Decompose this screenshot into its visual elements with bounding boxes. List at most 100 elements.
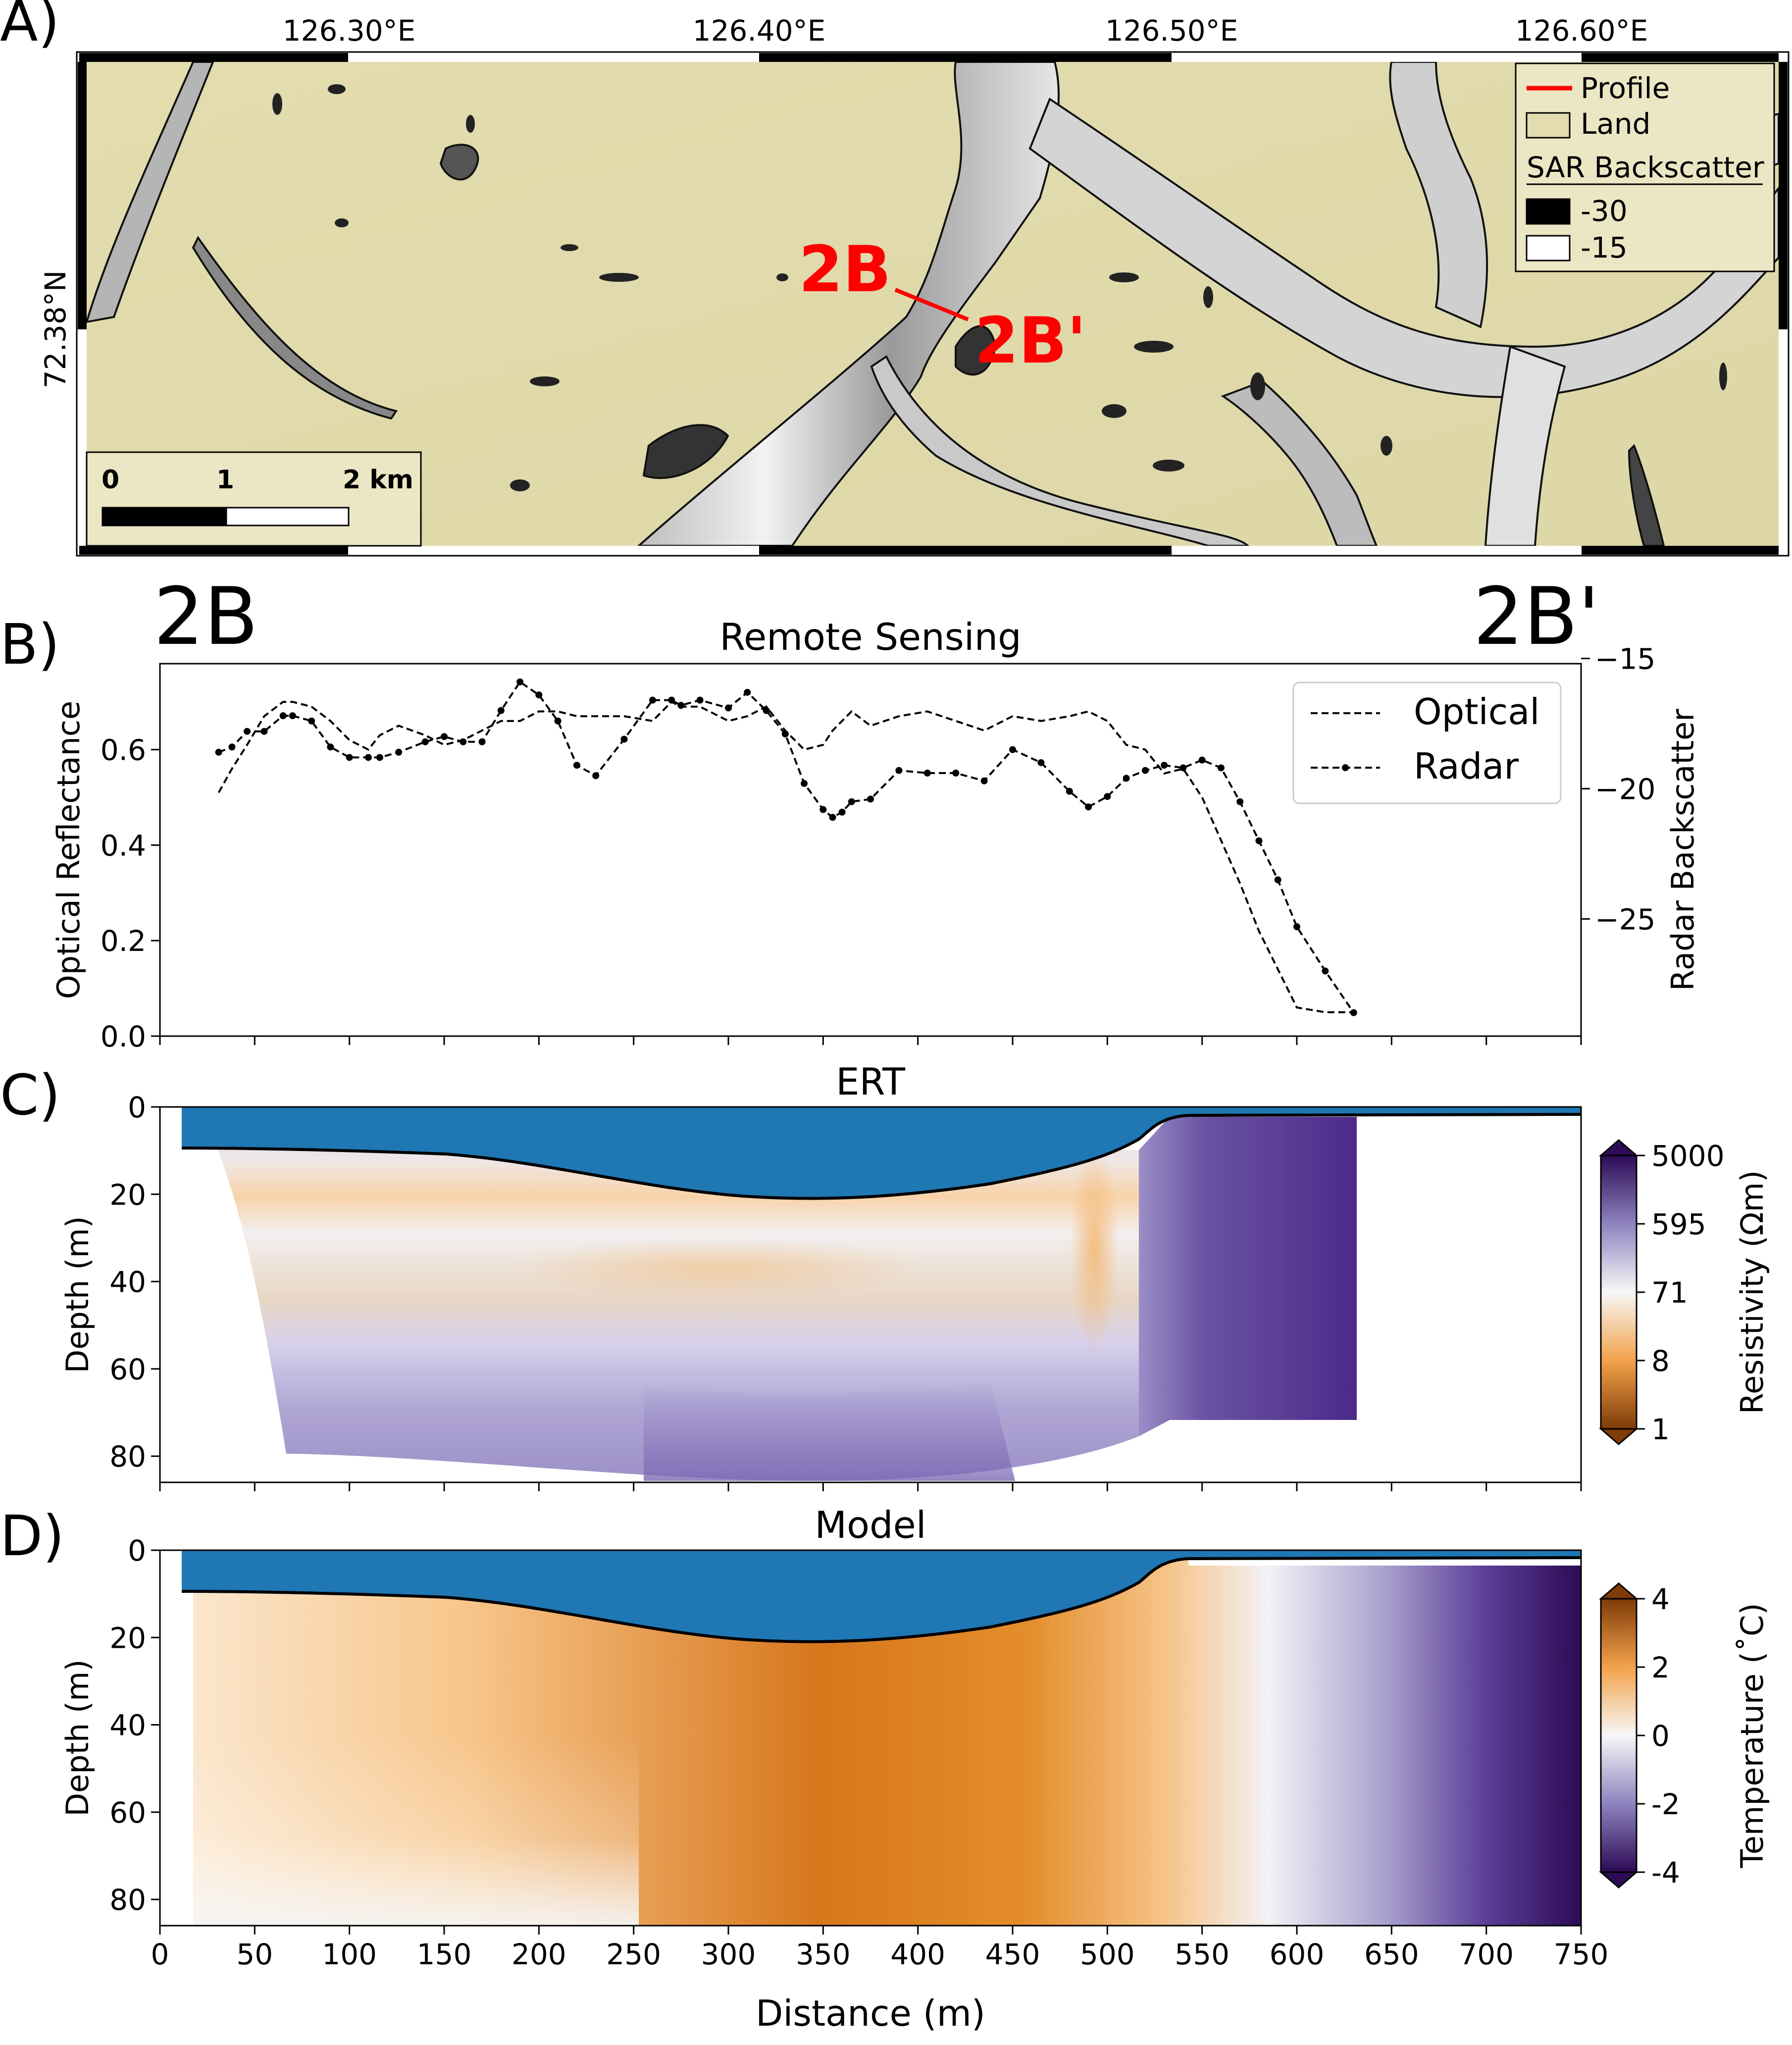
colorbar-tick-label: 5000 [1651, 1139, 1725, 1173]
legend-radar-label: Radar [1414, 745, 1519, 787]
panel-c-label: C) [0, 1063, 60, 1128]
colorbar-tick-label: 8 [1651, 1344, 1670, 1378]
distance-tick-label: 0 [151, 1938, 169, 1971]
endpoint-start-label: 2B [154, 570, 258, 663]
distance-tick-label: 150 [417, 1938, 472, 1971]
series-radar-point [923, 769, 931, 777]
colorbar-tick-label: 4 [1651, 1582, 1670, 1616]
chart-b-title: Remote Sensing [719, 615, 1022, 659]
small-lakes [272, 84, 1727, 491]
ert-frozen-zone [1139, 1117, 1357, 1436]
series-radar-point [848, 798, 855, 805]
series-radar-point [592, 772, 600, 780]
chart-c-axes [159, 1106, 1582, 1483]
series-radar-point [260, 728, 268, 735]
panel-d-label: D) [0, 1504, 64, 1569]
model-colorbar-ticks: 4 2 0 -2 -4 [1637, 1582, 1680, 1889]
series-radar-point [1037, 759, 1045, 766]
depth-tick-label: 20 [109, 1621, 146, 1655]
legend-radar-marker [1342, 764, 1349, 771]
series-radar-point [1161, 762, 1168, 769]
scalebar-label-0: 0 [102, 465, 119, 495]
legend-land-swatch [1526, 112, 1571, 139]
distance-tick-label: 750 [1554, 1938, 1609, 1971]
chart-c-y-ticks: 0 20 40 60 80 [109, 1091, 160, 1473]
chart-b-y2label: Radar Backscatter [1665, 709, 1701, 991]
model-water [182, 1550, 1581, 1642]
distance-tick-label: 700 [1459, 1938, 1514, 1971]
chart-b-y2tick-label: −20 [1595, 772, 1655, 806]
chart-d-title: Model [815, 1503, 926, 1547]
distance-tick-label: 100 [322, 1938, 377, 1971]
depth-tick-label: 60 [109, 1796, 146, 1830]
scalebar: 0 1 2 km [86, 451, 422, 547]
chart-c-title: ERT [836, 1060, 906, 1103]
series-radar-point [244, 728, 251, 735]
distance-tick-label: 50 [236, 1938, 273, 1971]
colorbar-tick-label: 71 [1651, 1276, 1688, 1310]
panel-a-label: A) [0, 0, 59, 54]
chart-b-ylabel: Optical Reflectance [51, 701, 87, 999]
series-radar-point [1141, 767, 1149, 774]
chart-b-right-ticks: −15 −20 −25 [1581, 642, 1655, 936]
legend-land-label: Land [1581, 107, 1650, 141]
colorbar-tick-label: 2 [1651, 1651, 1670, 1684]
series-radar-point [1255, 837, 1263, 844]
chart-d-xlabel: Distance (m) [756, 1993, 985, 2034]
series-radar-point [1217, 764, 1225, 772]
chart-d-x-ticks: 0 50 100 150 200 250 300 350 400 450 500 550 600 650 7… [151, 1926, 1609, 1971]
series-radar-point [327, 743, 334, 751]
series-radar-point [725, 704, 732, 712]
series-radar-point [441, 733, 448, 740]
chart-b-axes [159, 663, 1582, 1037]
series-radar-point [228, 743, 236, 751]
distance-tick-label: 600 [1270, 1938, 1325, 1971]
legend-profile-label: Profile [1581, 71, 1670, 105]
legend-sar-title: SAR Backscatter [1527, 151, 1764, 184]
distance-tick-label: 300 [701, 1938, 756, 1971]
series-radar-point [516, 678, 524, 685]
series-radar-point [308, 717, 315, 725]
endpoint-end-label: 2B' [1473, 570, 1600, 663]
depth-tick-label: 40 [109, 1709, 146, 1742]
series-optical-line [217, 700, 1354, 1013]
series-radar-point [376, 754, 383, 761]
series-radar-point [573, 762, 580, 769]
series-radar-point [1350, 1009, 1357, 1016]
series-radar-point [1179, 764, 1187, 772]
model-bathymetry-line [181, 1556, 1581, 1643]
chart-c-x-ticks [159, 1482, 1582, 1491]
series-radar-point [829, 814, 836, 821]
distance-tick-label: 400 [890, 1938, 945, 1971]
series-radar-point [744, 688, 751, 696]
chart-b-x-ticks [159, 1036, 1582, 1045]
series-radar-point [497, 707, 505, 714]
series-radar-point [1236, 798, 1244, 805]
series-radar-point [1104, 793, 1111, 800]
colorbar-tick-label: -4 [1651, 1856, 1680, 1889]
distance-tick-label: 650 [1364, 1938, 1419, 1971]
legend-light-swatch [1526, 235, 1571, 262]
ert-water [182, 1107, 1581, 1199]
lon-tick-1: 126.30°E [283, 14, 416, 48]
series-radar-point [801, 780, 808, 787]
series-radar-point [279, 712, 287, 720]
distance-tick-label: 350 [796, 1938, 851, 1971]
chart-d-y-ticks: 0 20 40 60 80 [109, 1534, 160, 1917]
series-radar-point [535, 691, 543, 699]
ert-section [160, 1107, 1581, 1482]
map-image [87, 62, 1779, 546]
lon-tick-2: 126.40°E [693, 14, 826, 48]
chart-d-axes [159, 1549, 1582, 1927]
distance-tick-label: 550 [1175, 1938, 1229, 1971]
series-radar-point [421, 738, 429, 745]
scalebar-label-1: 1 [216, 465, 234, 495]
chart-c-ylabel: Depth (m) [59, 1216, 96, 1373]
model-section [160, 1550, 1581, 1926]
model-colorbar-label: Temperature (˚C) [1734, 1603, 1770, 1868]
series-radar-point [554, 717, 562, 725]
series-radar-point [1085, 803, 1092, 811]
colorbar-tick-label: -2 [1651, 1787, 1680, 1821]
depth-tick-label: 40 [109, 1265, 146, 1299]
